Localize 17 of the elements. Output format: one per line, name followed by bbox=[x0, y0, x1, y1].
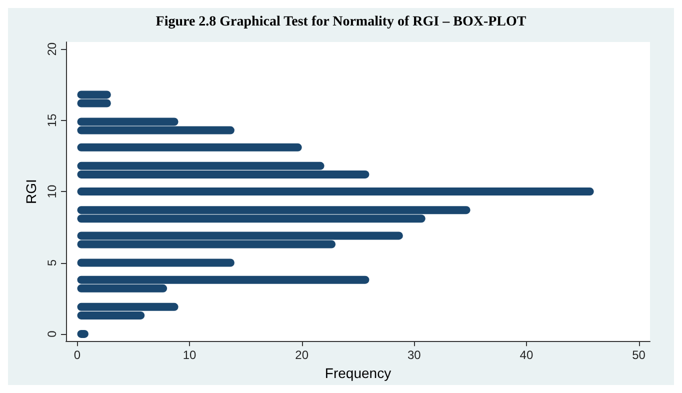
x-tick-label: 0 bbox=[74, 348, 81, 362]
x-tick-label: 20 bbox=[295, 348, 309, 362]
chart-title: Figure 2.8 Graphical Test for Normality of RGI – BOX-PLOT bbox=[156, 14, 527, 30]
y-tick-label: 10 bbox=[45, 184, 59, 198]
y-tick-label: 15 bbox=[45, 113, 59, 128]
x-axis-title: Frequency bbox=[324, 365, 392, 381]
y-axis-title: RGI bbox=[23, 179, 39, 204]
x-tick-label: 50 bbox=[632, 348, 646, 362]
y-tick-label: 20 bbox=[45, 42, 59, 56]
y-tick-label: 0 bbox=[45, 330, 59, 338]
y-tick-label: 5 bbox=[45, 259, 59, 266]
bar bbox=[77, 143, 302, 152]
x-tick-label: 30 bbox=[407, 348, 422, 362]
x-tick-label: 40 bbox=[520, 348, 534, 362]
x-tick-label: 10 bbox=[182, 348, 197, 362]
bar bbox=[77, 258, 234, 267]
bar bbox=[77, 188, 594, 196]
